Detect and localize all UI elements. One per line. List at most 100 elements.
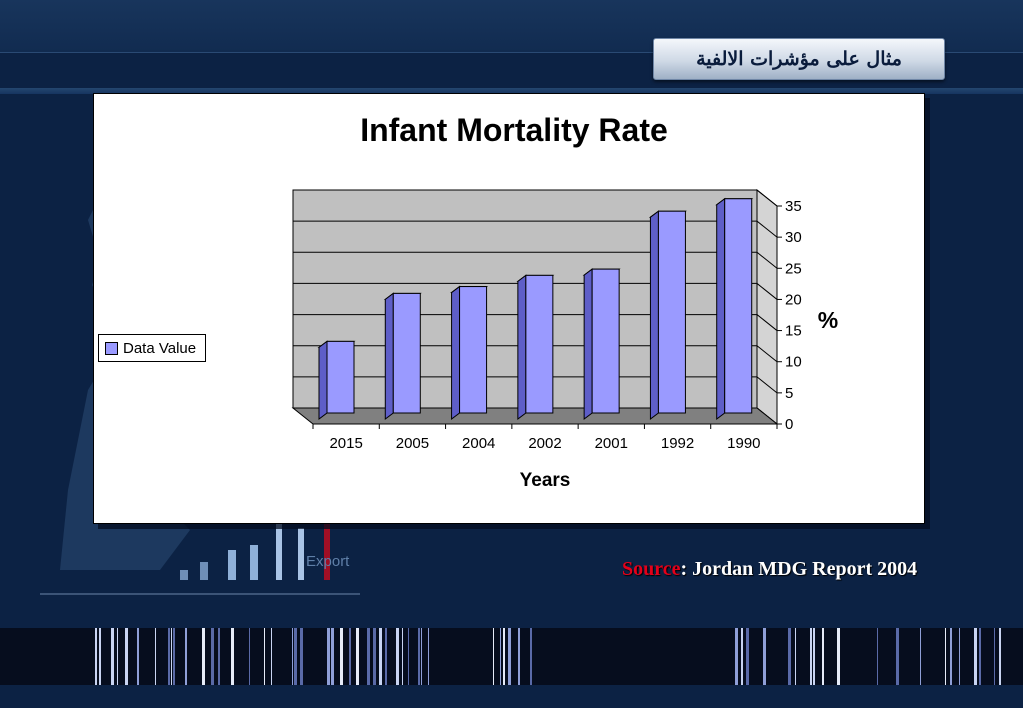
source-citation: Source: Jordan MDG Report 2004 bbox=[622, 558, 917, 581]
barcode-line bbox=[959, 628, 960, 685]
legend-swatch bbox=[105, 341, 118, 355]
barcode-line bbox=[837, 628, 840, 685]
gridline-side bbox=[756, 345, 778, 363]
slide-title: مثال على مؤشرات الالفية bbox=[653, 38, 945, 80]
gridline-side bbox=[756, 376, 778, 394]
barcode-line bbox=[111, 628, 114, 685]
chart-side-wall bbox=[756, 188, 778, 426]
barcode-strip bbox=[0, 628, 1023, 685]
y-tick-label: 25 bbox=[785, 260, 802, 277]
bottom-band bbox=[0, 685, 1023, 708]
x-tick-label: 2004 bbox=[462, 435, 495, 452]
x-tick-label: 2002 bbox=[528, 435, 561, 452]
y-axis-title: % bbox=[818, 307, 838, 333]
barcode-line bbox=[271, 628, 272, 685]
barcode-line bbox=[994, 628, 995, 685]
barcode-line bbox=[211, 628, 214, 685]
barcode-line bbox=[367, 628, 370, 685]
barcode-line bbox=[974, 628, 977, 685]
bar-side bbox=[716, 197, 726, 420]
barcode-line bbox=[185, 628, 187, 685]
chart-panel: Infant Mortality Rate 0 5 10 15 20 25 30 35 2015… bbox=[93, 93, 925, 524]
y-tick-label: 35 bbox=[785, 198, 802, 215]
barcode-line bbox=[218, 628, 220, 685]
barcode-line bbox=[530, 628, 532, 685]
y-tick-label: 10 bbox=[785, 354, 802, 371]
barcode-line bbox=[202, 628, 205, 685]
bar-side bbox=[583, 268, 593, 420]
bar-side bbox=[451, 285, 461, 420]
barcode-line bbox=[500, 628, 501, 685]
barcode-line bbox=[402, 628, 403, 685]
bar bbox=[525, 274, 554, 414]
x-tick-label: 2001 bbox=[595, 435, 628, 452]
bar-chart: 0 5 10 15 20 25 30 35 2015 2005 2004 2002 2001 1992 19… bbox=[291, 188, 838, 491]
barcode-line bbox=[979, 628, 981, 685]
barcode-line bbox=[99, 628, 101, 685]
y-tick-label: 15 bbox=[785, 323, 802, 340]
gridline-side bbox=[756, 251, 778, 269]
barcode-line bbox=[373, 628, 376, 685]
y-tick-label: 5 bbox=[785, 385, 793, 402]
chart-title: Infant Mortality Rate bbox=[360, 112, 668, 148]
gridline-side bbox=[756, 189, 778, 207]
x-axis-title: Years bbox=[520, 470, 571, 491]
y-tick-label: 30 bbox=[785, 229, 802, 246]
barcode-line bbox=[396, 628, 399, 685]
barcode-line bbox=[385, 628, 387, 685]
barcode-line bbox=[331, 628, 334, 685]
barcode-line bbox=[294, 628, 297, 685]
barcode-line bbox=[503, 628, 505, 685]
barcode-line bbox=[896, 628, 899, 685]
x-tick-label: 1992 bbox=[661, 435, 694, 452]
barcode-line bbox=[763, 628, 766, 685]
barcode-line bbox=[877, 628, 878, 685]
barcode-line bbox=[292, 628, 293, 685]
gridline-side bbox=[756, 314, 778, 331]
barcode-line bbox=[249, 628, 250, 685]
barcode-line bbox=[356, 628, 359, 685]
barcode-line bbox=[349, 628, 351, 685]
barcode-line bbox=[920, 628, 921, 685]
barcode-line bbox=[428, 628, 429, 685]
bar bbox=[657, 210, 686, 414]
bar-side bbox=[318, 340, 328, 420]
barcode-line bbox=[408, 628, 409, 685]
gridline-side bbox=[756, 283, 778, 300]
bar bbox=[459, 286, 488, 414]
x-tick-label: 1990 bbox=[727, 435, 760, 452]
barcode-line bbox=[327, 628, 330, 685]
barcode-line bbox=[171, 628, 172, 685]
header-divider bbox=[0, 88, 1023, 94]
bar-side bbox=[384, 292, 394, 420]
barcode-line bbox=[95, 628, 97, 685]
barcode-line bbox=[735, 628, 738, 685]
chart-legend: Data Value bbox=[98, 334, 206, 362]
svg-text:Export: Export bbox=[306, 553, 350, 570]
barcode-line bbox=[421, 628, 422, 685]
barcode-line bbox=[810, 628, 812, 685]
bar-side bbox=[517, 274, 527, 420]
barcode-line bbox=[418, 628, 420, 685]
barcode-line bbox=[137, 628, 139, 685]
barcode-line bbox=[231, 628, 234, 685]
source-text: : Jordan MDG Report 2004 bbox=[680, 558, 918, 580]
barcode-line bbox=[125, 628, 128, 685]
barcode-line bbox=[155, 628, 156, 685]
y-tick-label: 0 bbox=[785, 416, 793, 433]
bar-side bbox=[649, 210, 659, 420]
barcode-line bbox=[117, 628, 118, 685]
top-band bbox=[0, 0, 1023, 53]
barcode-line bbox=[493, 628, 494, 685]
barcode-line bbox=[340, 628, 343, 685]
bar bbox=[326, 340, 355, 414]
barcode-line bbox=[795, 628, 796, 685]
barcode-line bbox=[945, 628, 946, 685]
barcode-line bbox=[379, 628, 382, 685]
gridline-side bbox=[756, 220, 778, 238]
barcode-line bbox=[746, 628, 749, 685]
bar bbox=[591, 268, 620, 414]
barcode-line bbox=[173, 628, 175, 685]
barcode-line bbox=[508, 628, 511, 685]
source-label: Source bbox=[622, 558, 681, 580]
